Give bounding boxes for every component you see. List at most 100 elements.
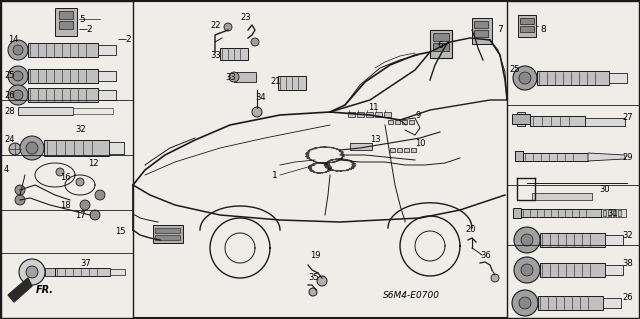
Circle shape [20, 136, 44, 160]
Text: 32: 32 [75, 125, 86, 135]
Circle shape [90, 210, 100, 220]
Circle shape [13, 71, 23, 81]
Bar [513, 208, 521, 218]
Text: 9: 9 [415, 110, 420, 120]
Text: 11: 11 [368, 103, 378, 113]
Bar [512, 114, 530, 124]
Bar [98, 45, 116, 55]
Bar [45, 268, 55, 276]
Bar [430, 30, 452, 58]
Text: 38: 38 [622, 258, 633, 268]
Bar [515, 151, 523, 161]
Bar [474, 21, 488, 28]
Circle shape [19, 259, 45, 285]
Text: 30: 30 [599, 186, 610, 195]
Circle shape [8, 40, 28, 60]
Bar [28, 88, 98, 102]
Text: 6: 6 [437, 41, 443, 49]
Bar [348, 112, 355, 117]
Circle shape [224, 23, 232, 31]
Bar [618, 210, 621, 216]
Text: 25: 25 [4, 71, 15, 80]
Bar [411, 148, 416, 152]
Bar [409, 120, 414, 124]
Bar [603, 210, 606, 216]
Bar [433, 33, 449, 41]
Text: 23: 23 [240, 13, 251, 23]
Text: 31: 31 [607, 209, 618, 218]
Circle shape [13, 45, 23, 55]
Text: 33: 33 [225, 73, 236, 83]
Bar [538, 296, 603, 310]
Text: 7: 7 [497, 26, 503, 34]
Text: 29: 29 [622, 153, 632, 162]
Text: 17: 17 [75, 211, 86, 220]
Circle shape [521, 264, 533, 276]
Text: 15: 15 [115, 227, 125, 236]
Bar [474, 30, 488, 37]
Bar [375, 112, 382, 117]
Bar [402, 120, 407, 124]
Polygon shape [8, 278, 32, 302]
Circle shape [8, 85, 28, 105]
Polygon shape [588, 153, 625, 161]
Circle shape [15, 195, 25, 205]
Bar [278, 76, 306, 90]
Circle shape [514, 227, 540, 253]
Bar [220, 48, 248, 60]
Bar [605, 235, 623, 245]
Text: 36: 36 [480, 250, 491, 259]
Text: 28: 28 [4, 107, 15, 115]
Bar [537, 71, 609, 85]
Bar [73, 108, 113, 114]
Text: 12: 12 [88, 159, 99, 167]
Text: 32: 32 [622, 231, 632, 240]
Bar [532, 193, 592, 200]
Circle shape [519, 297, 531, 309]
Bar [395, 120, 400, 124]
Text: 20: 20 [465, 226, 476, 234]
Text: —2: —2 [118, 34, 132, 43]
Text: 37: 37 [80, 258, 91, 268]
Circle shape [317, 276, 327, 286]
Text: 27: 27 [622, 114, 632, 122]
Bar [585, 118, 625, 126]
Bar [390, 148, 395, 152]
Bar [28, 69, 98, 83]
Circle shape [9, 143, 21, 155]
Circle shape [512, 290, 538, 316]
Bar [608, 210, 611, 216]
Bar [397, 148, 402, 152]
Bar [404, 148, 409, 152]
Bar [357, 112, 364, 117]
Circle shape [513, 66, 537, 90]
Bar [44, 140, 109, 156]
Bar [384, 112, 391, 117]
Circle shape [80, 200, 90, 210]
Circle shape [521, 234, 533, 246]
Text: 18: 18 [60, 201, 70, 210]
Bar [55, 268, 110, 276]
Bar [28, 43, 98, 57]
Text: 8: 8 [540, 26, 546, 34]
Bar [155, 228, 180, 233]
Bar [155, 235, 180, 240]
Text: 26: 26 [622, 293, 632, 301]
Circle shape [252, 107, 262, 117]
Bar [520, 18, 534, 24]
Circle shape [514, 257, 540, 283]
Text: 35: 35 [308, 273, 319, 283]
Text: 33: 33 [210, 50, 221, 60]
Bar [59, 21, 73, 29]
Text: 24: 24 [4, 136, 15, 145]
Bar [1, 1, 133, 318]
Bar [234, 72, 256, 82]
Text: S6M4-E0700: S6M4-E0700 [383, 291, 440, 300]
Bar [613, 210, 616, 216]
Circle shape [26, 266, 38, 278]
Circle shape [13, 90, 23, 100]
Circle shape [309, 288, 317, 296]
Circle shape [15, 185, 25, 195]
Text: 1: 1 [272, 170, 278, 180]
Bar [109, 142, 124, 154]
